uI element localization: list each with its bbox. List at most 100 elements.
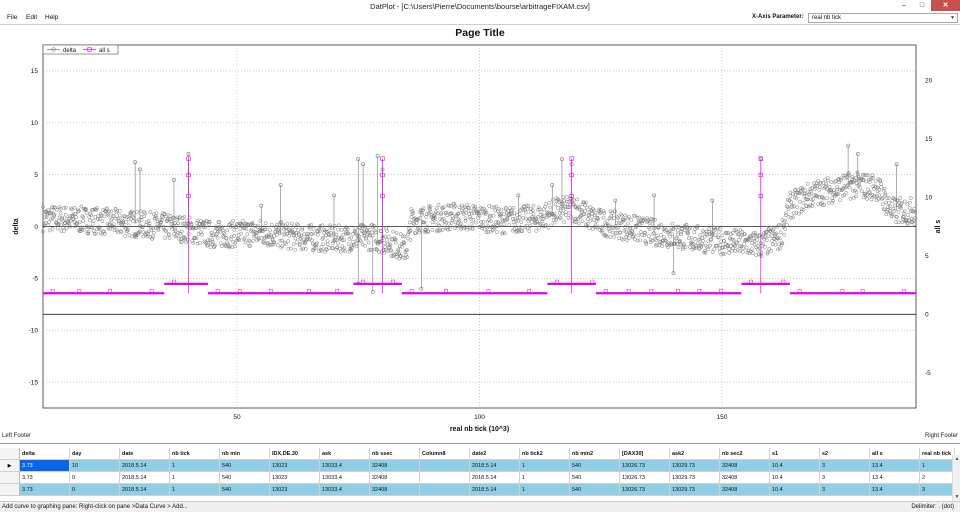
table-cell[interactable]: 1 — [170, 472, 220, 484]
current-row-indicator[interactable]: ▶ — [0, 460, 20, 472]
close-button[interactable]: ✕ — [931, 0, 960, 11]
menu-file[interactable]: File — [7, 14, 18, 21]
column-header[interactable]: nb ssec — [370, 448, 420, 460]
table-row[interactable]: 3.73 0 2018.5.14 1 540 13023 13033.4 32408 2018.… — [0, 484, 955, 496]
table-cell[interactable]: 13.4 — [870, 460, 920, 472]
table-cell[interactable]: 13029.73 — [670, 472, 720, 484]
menu-help[interactable]: Help — [45, 14, 59, 21]
chart-svg[interactable]: 50 100 150 -15 -10 -5 0 5 10 15 -5 0 5 10 15 20 real nb … — [0, 25, 960, 443]
delta-point — [60, 215, 65, 220]
scroll-up-icon[interactable]: ▲ — [954, 456, 960, 462]
table-cell[interactable]: 3.73 — [20, 484, 70, 496]
column-header[interactable]: date — [120, 448, 170, 460]
column-header[interactable]: real nb tick — [920, 448, 955, 460]
table-cell[interactable]: 13033.4 — [320, 472, 370, 484]
table-cell[interactable]: 32408 — [370, 460, 420, 472]
column-header[interactable]: IDX.DE.30 — [270, 448, 320, 460]
table-cell[interactable]: 0 — [70, 484, 120, 496]
table-cell[interactable]: 540 — [570, 472, 620, 484]
delta-point — [269, 234, 273, 239]
table-cell[interactable]: 32408 — [720, 484, 770, 496]
table-cell[interactable]: 10.4 — [770, 460, 820, 472]
table-cell[interactable]: 3.73 — [20, 460, 70, 472]
table-cell[interactable]: 2018.5.14 — [470, 460, 520, 472]
column-header[interactable]: ask2 — [670, 448, 720, 460]
table-cell[interactable]: 3 — [820, 484, 870, 496]
table-cell[interactable]: 13.4 — [870, 484, 920, 496]
table-cell[interactable]: 1 — [520, 472, 570, 484]
row-header[interactable] — [0, 484, 20, 496]
delta-point — [99, 213, 104, 218]
column-header[interactable]: nb sec2 — [720, 448, 770, 460]
table-cell[interactable]: 32408 — [370, 472, 420, 484]
table-cell[interactable]: 10 — [70, 460, 120, 472]
column-header[interactable]: nb tick — [170, 448, 220, 460]
table-cell[interactable]: 3 — [920, 484, 955, 496]
table-cell[interactable]: 3 — [820, 460, 870, 472]
table-cell[interactable]: 0 — [70, 472, 120, 484]
table-cell[interactable]: 32408 — [720, 472, 770, 484]
table-cell[interactable]: 32408 — [720, 460, 770, 472]
table-cell[interactable]: 3 — [820, 472, 870, 484]
scroll-down-icon[interactable]: ▼ — [954, 494, 960, 500]
maximize-button[interactable]: □ — [919, 2, 925, 9]
table-cell[interactable] — [420, 472, 470, 484]
table-cell[interactable]: 1 — [920, 460, 955, 472]
table-cell[interactable]: 540 — [220, 460, 270, 472]
column-header[interactable]: day — [70, 448, 120, 460]
table-cell[interactable] — [420, 460, 470, 472]
table-cell[interactable]: 13033.4 — [320, 460, 370, 472]
minimize-button[interactable]: – — [902, 2, 906, 9]
column-header[interactable]: nb tick2 — [520, 448, 570, 460]
table-cell[interactable]: 10.4 — [770, 484, 820, 496]
table-row[interactable]: 3.73 0 2018.5.14 1 540 13023 13033.4 32408 2018.… — [0, 472, 955, 484]
table-cell[interactable]: 2 — [920, 472, 955, 484]
table-cell[interactable]: 1 — [170, 484, 220, 496]
table-cell[interactable]: 13026.73 — [620, 460, 670, 472]
chart-pane[interactable]: 50 100 150 -15 -10 -5 0 5 10 15 -5 0 5 10 15 20 real nb … — [0, 24, 960, 442]
table-cell[interactable]: 540 — [570, 460, 620, 472]
table-cell[interactable]: 13033.4 — [320, 484, 370, 496]
column-header[interactable]: [DAX30] — [620, 448, 670, 460]
table-cell[interactable]: 3.73 — [20, 472, 70, 484]
data-grid[interactable]: delta day date nb tick nb min IDX.DE.30 ask nb … — [0, 443, 960, 501]
column-header[interactable]: s1 — [770, 448, 820, 460]
column-header[interactable]: nb min — [220, 448, 270, 460]
table-cell[interactable]: 540 — [220, 484, 270, 496]
table-cell[interactable]: 13.4 — [870, 472, 920, 484]
table-cell[interactable]: 13029.73 — [670, 460, 720, 472]
column-header[interactable]: Column8 — [420, 448, 470, 460]
table-cell[interactable]: 1 — [520, 460, 570, 472]
column-header[interactable]: ask — [320, 448, 370, 460]
table-cell[interactable]: 13023 — [270, 460, 320, 472]
column-header[interactable]: s2 — [820, 448, 870, 460]
table-cell[interactable]: 2018.5.14 — [470, 484, 520, 496]
table-row[interactable]: ▶ 3.73 10 2018.5.14 1 540 13023 13033.4 32408 201… — [0, 460, 955, 472]
row-header[interactable] — [0, 472, 20, 484]
table-cell[interactable]: 2018.5.14 — [120, 484, 170, 496]
table-cell[interactable]: 32408 — [370, 484, 420, 496]
table-cell[interactable]: 540 — [220, 472, 270, 484]
table-cell[interactable]: 2018.5.14 — [120, 460, 170, 472]
table-cell[interactable]: 2018.5.14 — [120, 472, 170, 484]
delta-point — [374, 247, 379, 251]
table-cell[interactable] — [420, 484, 470, 496]
table-cell[interactable]: 2018.5.14 — [470, 472, 520, 484]
table-cell[interactable]: 13023 — [270, 472, 320, 484]
table-cell[interactable]: 13029.73 — [670, 484, 720, 496]
table-cell[interactable]: 10.4 — [770, 472, 820, 484]
column-header[interactable]: date2 — [470, 448, 520, 460]
column-header[interactable]: nb min2 — [570, 448, 620, 460]
column-header[interactable]: all s — [870, 448, 920, 460]
grid-vertical-scrollbar[interactable]: ▲ ▼ — [952, 455, 960, 501]
column-header[interactable]: delta — [20, 448, 70, 460]
xaxis-parameter-select[interactable]: real nb tick ▼ — [808, 13, 958, 23]
table-cell[interactable]: 13026.73 — [620, 484, 670, 496]
table-cell[interactable]: 13023 — [270, 484, 320, 496]
menu-edit[interactable]: Edit — [26, 14, 38, 21]
table-cell[interactable]: 540 — [570, 484, 620, 496]
table-cell[interactable]: 1 — [170, 460, 220, 472]
table-cell[interactable]: 13026.73 — [620, 472, 670, 484]
delta-point — [275, 222, 279, 227]
table-cell[interactable]: 1 — [520, 484, 570, 496]
